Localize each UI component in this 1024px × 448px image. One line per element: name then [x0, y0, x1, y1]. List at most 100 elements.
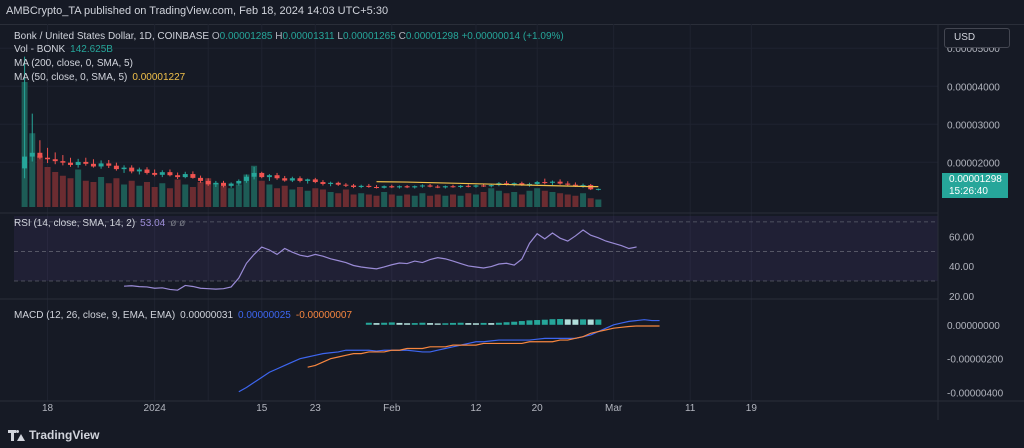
ma50-legend[interactable]: MA (50, close, 0, SMA, 5) 0.00001227 [14, 72, 185, 83]
time-axis-tick: Mar [605, 403, 623, 414]
volume-bar [465, 193, 472, 207]
macd-histogram-bar [434, 323, 441, 325]
candle-body [152, 172, 158, 175]
candle-body [136, 169, 142, 172]
time-axis-tick: 19 [746, 403, 758, 414]
candle-body [450, 186, 456, 188]
change-value: +0.00000014 (+1.09%) [461, 31, 564, 42]
volume-bar [258, 180, 265, 207]
macd-histogram-bar [564, 319, 571, 325]
macd-axis-tick: -0.00000400 [947, 389, 1004, 400]
candle-body [37, 152, 43, 158]
rsi-line-group [124, 229, 637, 291]
time-axis-tick: 12 [470, 403, 482, 414]
candle-body [167, 172, 173, 176]
macd-histogram-bar [511, 321, 518, 325]
candle-body [29, 152, 35, 157]
tradingview-logo[interactable]: TradingView [8, 428, 99, 442]
volume-legend[interactable]: Vol - BONK 142.625B [14, 44, 113, 55]
ma200-label: MA (200, close, 0, SMA, 5) [14, 58, 133, 69]
volume-bar [105, 183, 112, 207]
candle-body [343, 184, 349, 186]
macd-histogram-bar [488, 323, 495, 325]
macd-histogram-bar [450, 322, 456, 325]
volume-bar [228, 188, 235, 207]
volume-bar [182, 184, 189, 207]
rsi-legend[interactable]: RSI (14, close, SMA, 14, 2) 53.04 ø ø [14, 218, 185, 229]
volume-bar [450, 194, 456, 207]
volume-bar [587, 198, 594, 207]
volume-label: Vol - BONK [14, 44, 66, 55]
high-label: H [275, 31, 283, 42]
candle-body [504, 183, 510, 185]
open-label: O [211, 31, 220, 42]
macd-histogram-bar [373, 323, 380, 325]
macd-histogram-bar [365, 322, 372, 325]
volume-bar [541, 190, 548, 207]
volume-bar [411, 195, 418, 207]
rsi-axis-tick: 40.00 [949, 262, 974, 273]
candle-body [481, 185, 487, 187]
volume-bar [572, 195, 579, 207]
chart-frame [0, 24, 1024, 420]
volume-bars [21, 82, 602, 207]
ohlc-legend: Bonk / United States Dollar, 1D, COINBAS… [14, 31, 564, 42]
candle-body [52, 159, 58, 162]
macd-histogram-bar [495, 322, 502, 325]
candle-body [22, 156, 28, 169]
macd-histogram-bar [419, 322, 426, 325]
volume-bar [174, 179, 181, 207]
candle-body [565, 183, 571, 185]
candle-body [511, 183, 517, 185]
volume-bar [205, 178, 212, 207]
candle-body [488, 185, 494, 187]
volume-bar [312, 188, 319, 207]
macd-histogram-bar [411, 323, 418, 325]
time-axis-tick: 18 [42, 403, 54, 414]
candle-body [106, 163, 112, 166]
macd-histogram-bar [503, 322, 510, 325]
rsi-axis-tick: 20.00 [949, 292, 974, 303]
ma200-legend[interactable]: MA (200, close, 0, SMA, 5) [14, 58, 133, 69]
candle-body [595, 188, 601, 190]
candle-body [527, 183, 532, 185]
volume-bar [67, 178, 74, 207]
price-axis-tick: 0.00004000 [947, 82, 1000, 93]
volume-bar [297, 187, 303, 207]
close-label: C [398, 31, 406, 42]
publish-header: AMBCrypto_TA published on TradingView.co… [6, 5, 389, 17]
macd-histogram-bar [595, 319, 602, 325]
volume-bar [335, 193, 342, 207]
candle-body [358, 185, 364, 187]
volume-bar [472, 194, 479, 207]
candle-body [389, 186, 395, 188]
macd-signal-value: -0.00000007 [295, 310, 353, 321]
volume-bar [442, 195, 449, 207]
volume-bar [189, 187, 196, 207]
low-value: 0.00001265 [342, 31, 396, 42]
candle-body [113, 165, 119, 170]
time-axis-tick: Feb [383, 403, 401, 414]
macd-label: MACD (12, 26, close, 9, EMA, EMA) [14, 310, 176, 321]
volume-bar [59, 175, 66, 207]
volume-bar [289, 189, 296, 207]
volume-bar [434, 194, 441, 207]
macd-histogram-bar [404, 323, 411, 325]
macd-histogram-bar [549, 319, 556, 325]
volume-bar [388, 194, 395, 207]
candle-body [458, 185, 464, 187]
volume-bar [495, 190, 502, 207]
volume-bar [113, 178, 120, 207]
candle-body [182, 174, 188, 178]
symbol-title[interactable]: Bonk / United States Dollar, 1D, COINBAS… [14, 31, 210, 42]
volume-bar [358, 193, 365, 207]
rsi-line [124, 229, 637, 291]
candle-body [205, 180, 211, 185]
currency-button[interactable]: USD [944, 28, 1010, 48]
rsi-extra: ø ø [170, 218, 186, 229]
rsi-label: RSI (14, close, SMA, 14, 2) [14, 218, 136, 229]
last-price-badge: 0.00001298 15:26:40 [942, 173, 1008, 198]
time-axis-tick: 20 [532, 403, 544, 414]
macd-legend[interactable]: MACD (12, 26, close, 9, EMA, EMA) 0.00000… [14, 310, 352, 321]
